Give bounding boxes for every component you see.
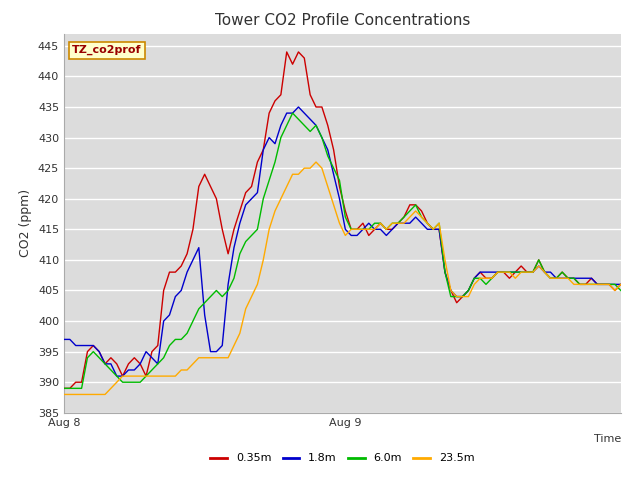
Title: Tower CO2 Profile Concentrations: Tower CO2 Profile Concentrations	[214, 13, 470, 28]
Text: TZ_co2prof: TZ_co2prof	[72, 45, 142, 55]
Y-axis label: CO2 (ppm): CO2 (ppm)	[19, 189, 33, 257]
Text: Time: Time	[593, 433, 621, 444]
Legend: 0.35m, 1.8m, 6.0m, 23.5m: 0.35m, 1.8m, 6.0m, 23.5m	[206, 449, 479, 468]
